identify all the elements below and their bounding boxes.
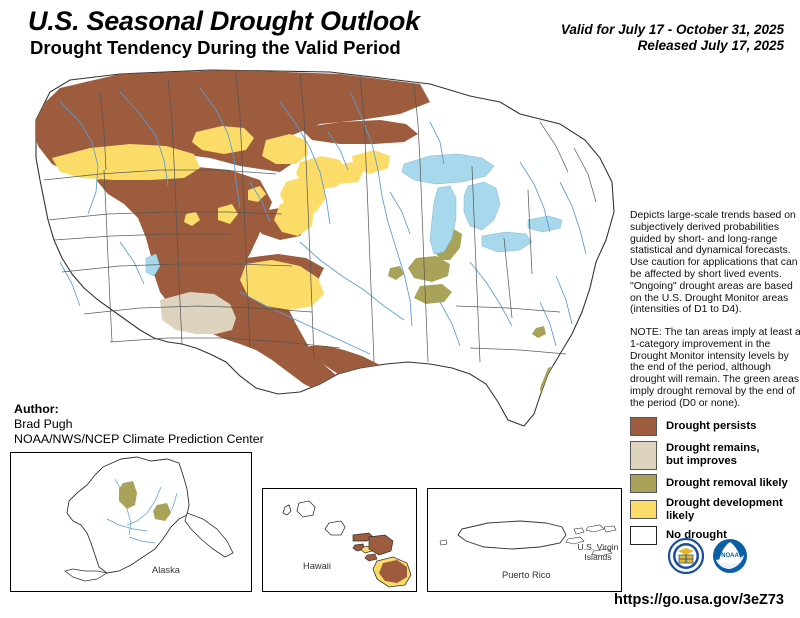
legend-item-none: No drought <box>630 526 800 546</box>
note-text: NOTE: The tan areas imply at least a 1-c… <box>630 327 800 409</box>
vieques-island <box>565 536 585 545</box>
inset-label-puerto-rico: Puerto Rico <box>502 570 551 580</box>
alaska-landmass <box>66 456 190 574</box>
alaska-map-svg <box>64 456 234 582</box>
inset-alaska <box>10 452 252 592</box>
legend-item-improves: Drought remains, but improves <box>630 440 800 470</box>
legend-label-removal: Drought removal likely <box>666 477 788 490</box>
great-lakes-layer <box>145 153 563 277</box>
hawaii-niihau <box>282 504 292 516</box>
lake-erie <box>481 231 533 253</box>
legend-swatch-removal <box>630 474 657 493</box>
mona-island <box>439 539 448 546</box>
hawaii-small-isle <box>364 553 378 562</box>
conus-map-svg <box>35 69 615 427</box>
legend-swatch-none <box>630 526 657 546</box>
legend-swatch-development <box>630 500 657 520</box>
noaa-logo-icon: NOAA <box>713 539 747 573</box>
region-persists-southwest <box>150 258 342 392</box>
lake-ontario <box>527 215 563 233</box>
hawaii-kauai <box>296 500 316 518</box>
legend-label-persists: Drought persists <box>666 420 757 433</box>
legend-swatch-persists <box>630 417 657 436</box>
page-title: U.S. Seasonal Drought Outlook <box>28 6 420 36</box>
lake-michigan <box>429 185 457 255</box>
state-borders-layer <box>43 73 597 363</box>
region-removal-patch <box>388 266 404 280</box>
region-development-dakota <box>274 200 314 236</box>
author-affiliation: NOAA/NWS/NCEP Climate Prediction Center <box>14 432 264 446</box>
nws-logo-icon <box>668 538 704 574</box>
agency-logos: NOAA <box>668 538 748 574</box>
alaska-panhandle <box>184 512 234 558</box>
st-john-island <box>603 525 617 533</box>
region-removal-midwest-3 <box>414 284 452 304</box>
description-text: Depicts large-scale trends based on subj… <box>630 210 798 316</box>
region-removal-midwest-2 <box>408 256 450 282</box>
st-thomas-island <box>585 524 605 533</box>
hawaii-maui <box>368 534 394 556</box>
region-development-smallpatch2 <box>184 212 200 226</box>
region-development-idaho <box>192 126 254 154</box>
inset-label-hawaii: Hawaii <box>303 561 331 571</box>
legend-label-development: Drought development likely <box>666 497 783 522</box>
legend-label-improves: Drought remains, but improves <box>666 442 760 467</box>
released-date-text: Released July 17, 2025 <box>637 38 784 53</box>
page-subtitle: Drought Tendency During the Valid Period <box>30 37 401 58</box>
region-removal-florida-small <box>532 326 546 338</box>
region-development-northeast-corner <box>352 150 390 174</box>
author-name: Brad Pugh <box>14 417 73 431</box>
valid-period-text: Valid for July 17 - October 31, 2025 <box>560 22 784 37</box>
hawaii-bigisland-persist <box>379 560 407 583</box>
alaska-removal-patch-2 <box>153 503 171 521</box>
region-development-upperplains <box>330 162 364 184</box>
puerto-rico-landmass <box>457 520 567 550</box>
author-heading: Author: <box>14 402 59 416</box>
region-persists-patch-a <box>230 238 252 256</box>
legend: Drought persists Drought remains, but im… <box>630 417 800 549</box>
svg-text:NOAA: NOAA <box>721 553 739 559</box>
alaska-aleutians <box>64 568 108 582</box>
inset-puerto-rico <box>427 488 622 592</box>
legend-item-removal: Drought removal likely <box>630 474 800 493</box>
culebra-island <box>573 527 585 535</box>
inset-label-virgin-islands: U.S. Virgin Islands <box>577 542 619 562</box>
hawaii-map-svg <box>282 500 412 588</box>
region-development-oregon <box>52 144 200 180</box>
footer-url: https://go.usa.gov/3eZ73 <box>614 592 784 608</box>
st-croix-island <box>591 548 613 557</box>
region-improves-southwest <box>160 292 236 334</box>
hawaii-oahu <box>324 520 346 536</box>
inset-label-alaska: Alaska <box>152 565 180 575</box>
lake-superior <box>401 153 495 185</box>
rivers-layer <box>59 87 587 355</box>
conus-map <box>0 62 640 452</box>
region-development-nebraska2 <box>264 274 318 304</box>
inset-hawaii <box>262 488 417 592</box>
puerto-rico-map-svg <box>439 520 617 557</box>
alaska-removal-patch-1 <box>119 481 137 509</box>
region-persists-dakotas-1 <box>300 120 418 144</box>
author-block: Author: Brad Pugh NOAA/NWS/NCEP Climate … <box>14 402 264 447</box>
region-development-smallpatch1 <box>218 204 238 224</box>
legend-label-none: No drought <box>666 529 727 542</box>
region-development-montana <box>262 134 308 164</box>
legend-item-development: Drought development likely <box>630 497 800 522</box>
legend-swatch-improves <box>630 440 657 470</box>
legend-item-persists: Drought persists <box>630 417 800 436</box>
